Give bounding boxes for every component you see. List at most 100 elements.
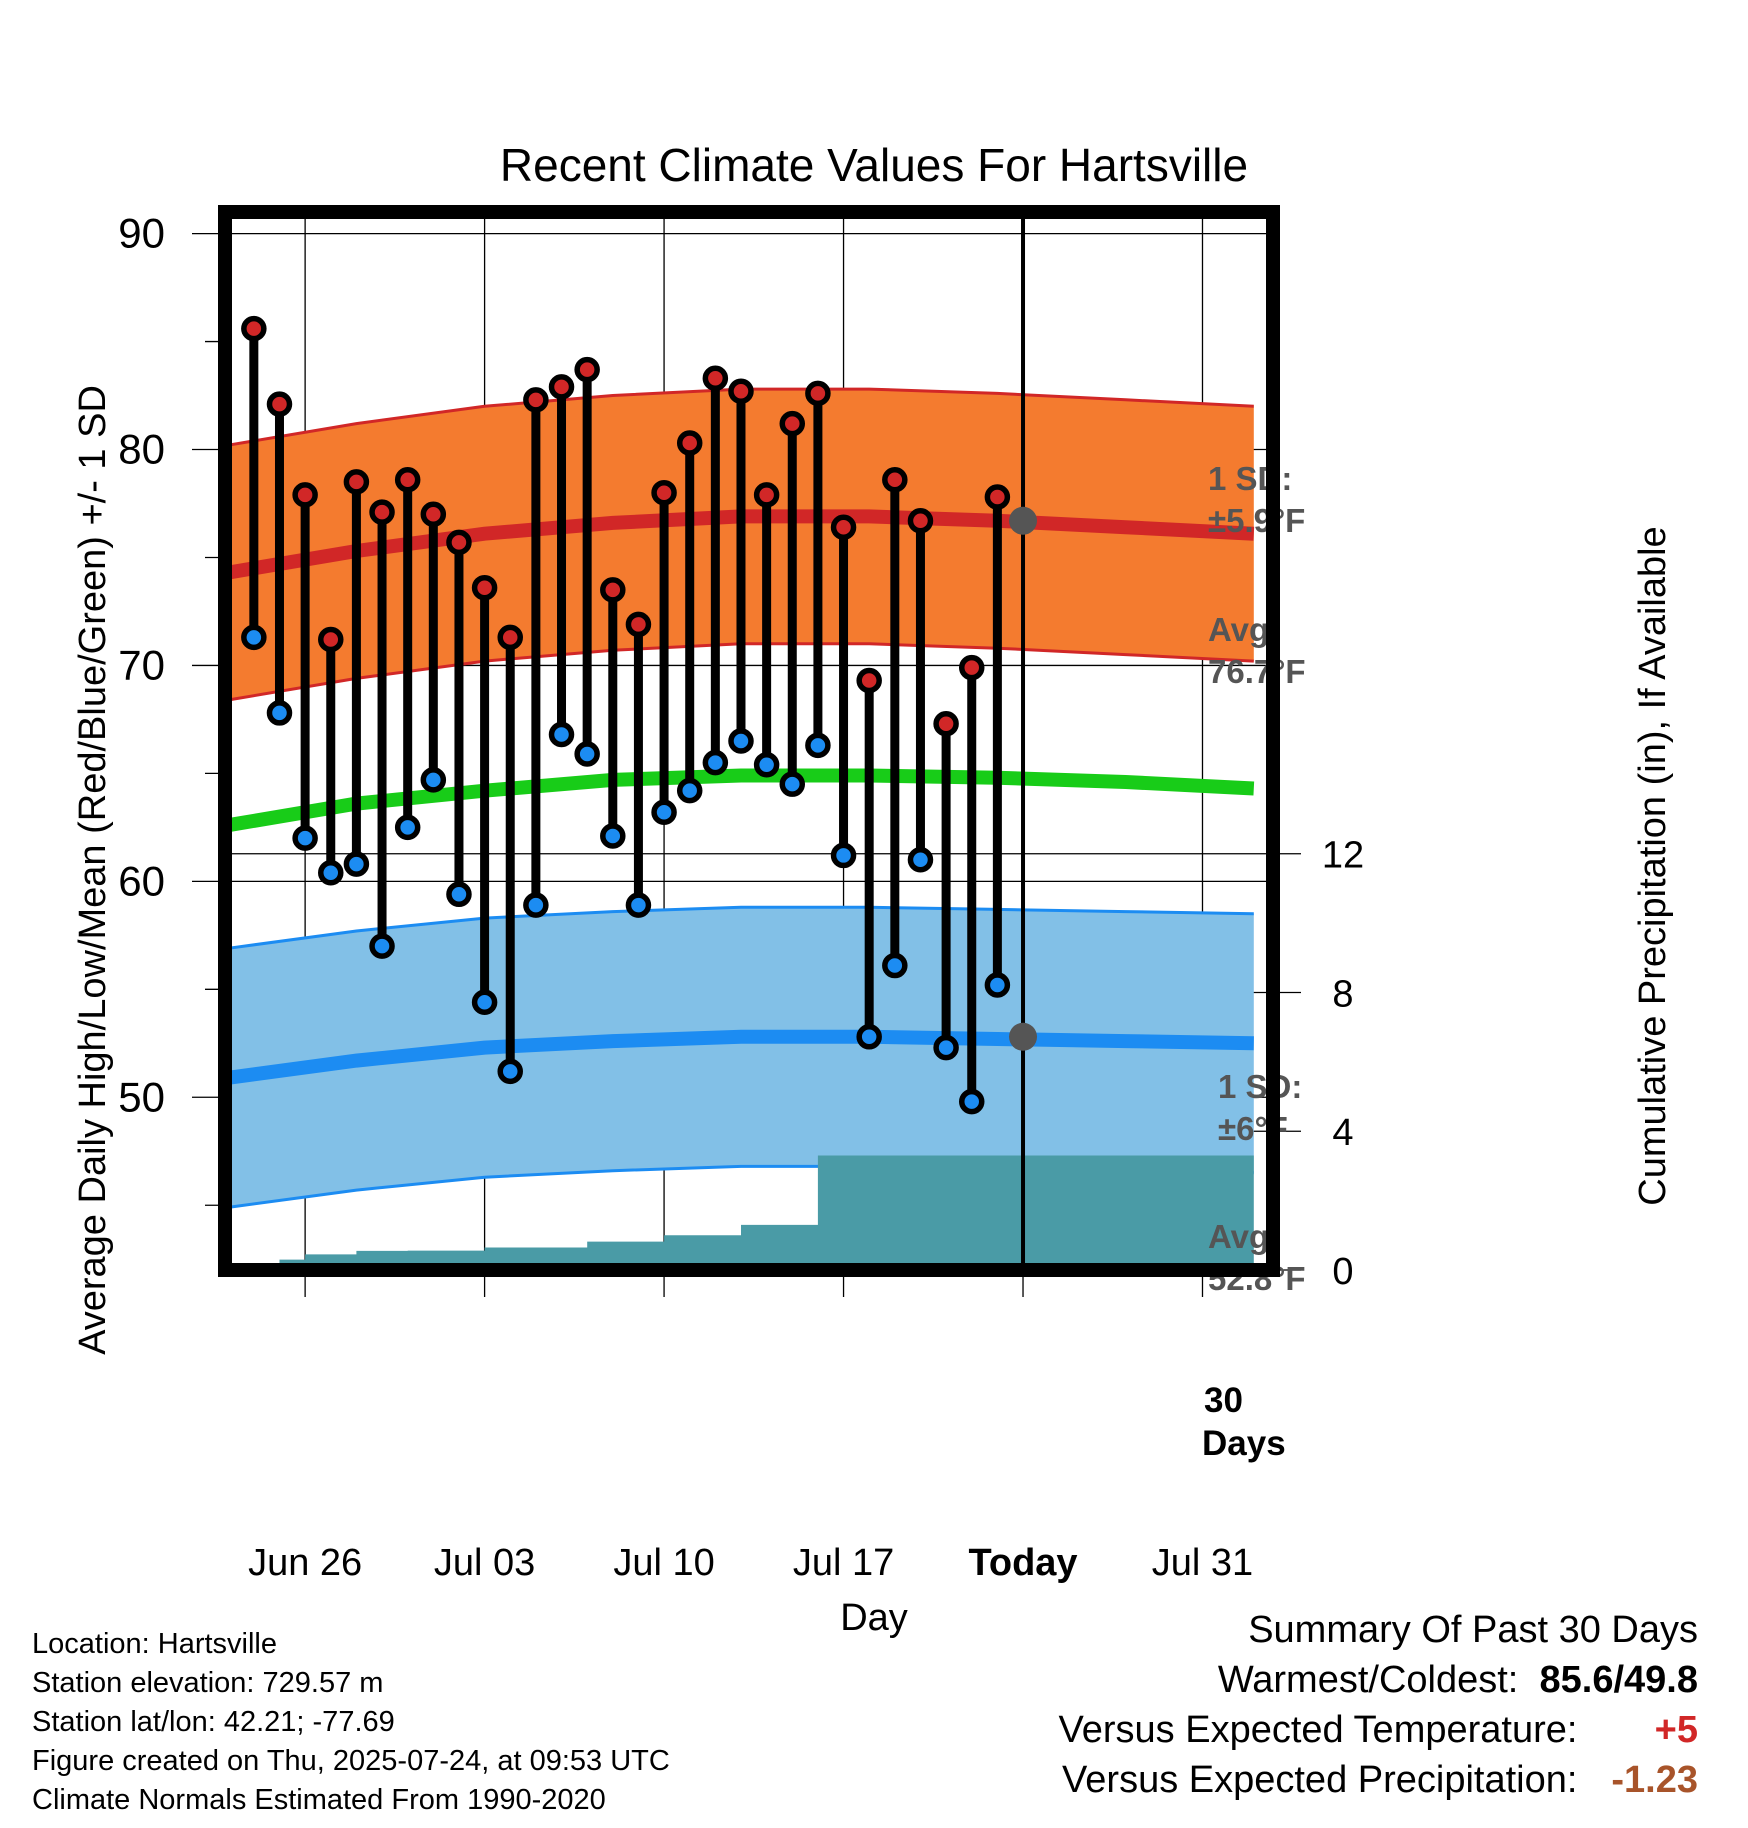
y2-tick-label: 4 [1332, 1112, 1353, 1154]
today-low-normal-marker [1009, 1022, 1038, 1051]
y-tick-label: 80 [118, 426, 165, 473]
normal-mean-line [227, 768, 1255, 833]
daily-high-point [241, 315, 267, 342]
daily-low-point [907, 847, 934, 873]
daily-high-point [830, 514, 857, 540]
daily-low-point [702, 749, 729, 776]
daily-low-point [651, 799, 677, 826]
daily-low-point [318, 859, 344, 886]
elevation-text: Station elevation: 729.57 m [32, 1667, 384, 1699]
daily-high-point [420, 501, 447, 528]
daily-low-point [882, 952, 908, 979]
daily-high-point [625, 611, 652, 638]
daily-low-point [574, 741, 600, 767]
daily-low-point [292, 825, 318, 851]
daily-low-point [676, 777, 703, 804]
daily-high-point [318, 626, 344, 653]
x-tick-label: Today [968, 1542, 1077, 1584]
daily-low-point [241, 624, 267, 651]
today-high-normal-marker [1009, 506, 1038, 535]
days-count-label: 30 [1204, 1381, 1243, 1420]
warmest-value: 85.6 [1539, 1659, 1614, 1701]
summary-panel: Summary Of Past 30 Days Warmest/Coldest:… [1059, 1605, 1698, 1805]
daily-high-point [292, 482, 318, 508]
low-sd-label: 1 SD: [1218, 1068, 1302, 1105]
y2-tick-label: 8 [1332, 973, 1353, 1015]
latlon-text: Station lat/lon: 42.21; -77.69 [32, 1706, 395, 1738]
y-tick-label: 90 [118, 210, 165, 257]
daily-high-point [753, 482, 780, 508]
daily-high-point [471, 574, 498, 601]
daily-high-point [600, 577, 626, 603]
daily-high-point [984, 484, 1011, 510]
high-avg-value: 76.7°F [1208, 653, 1306, 690]
daily-high-point [266, 391, 293, 417]
daily-high-point [958, 654, 985, 681]
y-tick-label: 60 [118, 857, 165, 904]
daily-high-point [446, 529, 472, 556]
daily-high-point [882, 466, 908, 493]
x-tick-label: Jul 10 [613, 1542, 714, 1584]
warmest-coldest-separator: / [1613, 1659, 1625, 1701]
daily-low-point [266, 700, 293, 726]
daily-low-point [600, 823, 626, 849]
axes: 50 60 70 80 90 0 4 8 12 Jun 26 Jul 03 Jul 10 Jul 17 T… [72, 205, 1674, 1639]
daily-high-point [933, 710, 959, 737]
daily-range-bars [241, 315, 1011, 1115]
temp-departure-label: Versus Expected Temperature: [1058, 1709, 1578, 1751]
daily-low-point [984, 972, 1011, 998]
temp-departure-value: +5 [1654, 1709, 1698, 1751]
daily-low-point [856, 1024, 882, 1050]
daily-high-point [805, 380, 831, 407]
daily-high-point [523, 387, 549, 413]
summary-heading: Summary Of Past 30 Days [1248, 1609, 1698, 1651]
precip-departure-row: Versus Expected Precipitation: -1.23 [1059, 1755, 1698, 1805]
x-tick-label: Jul 03 [434, 1542, 535, 1584]
high-sd-value: ±5.9°F [1208, 502, 1305, 539]
warmest-coldest-row: Warmest/Coldest: 85.6/49.8 [1059, 1655, 1698, 1705]
daily-high-point [702, 365, 729, 392]
location-text: Location: Hartsville [32, 1628, 277, 1660]
coldest-value: 49.8 [1624, 1659, 1698, 1701]
y-tick-label: 70 [118, 641, 165, 688]
y2-tick-label: 12 [1322, 835, 1364, 877]
daily-low-point [728, 728, 754, 754]
daily-high-point [856, 667, 882, 694]
normals-text: Climate Normals Estimated From 1990-2020 [32, 1784, 606, 1816]
y2-axis-label: Cumulative Precipitation (in), If Availa… [1632, 526, 1674, 1205]
daily-low-point [548, 721, 575, 748]
y-axis-label: Average Daily High/Low/Mean (Red/Blue/Gr… [72, 385, 114, 1355]
x-axis-label: Day [840, 1597, 908, 1639]
daily-low-point [958, 1088, 985, 1115]
today-marker [1009, 212, 1038, 1270]
cumulative-precip-area [253, 1155, 1254, 1270]
daily-low-point [753, 752, 780, 778]
daily-low-point [625, 892, 652, 918]
daily-high-point [728, 378, 754, 404]
plot-frame [218, 205, 1280, 1277]
precip-departure-label: Versus Expected Precipitation: [1062, 1759, 1578, 1801]
x-tick-label: Jul 31 [1152, 1542, 1253, 1584]
daily-low-point [394, 814, 421, 841]
warmest-coldest-label: Warmest/Coldest: [1217, 1659, 1519, 1701]
daily-low-point [805, 732, 831, 759]
daily-low-point [830, 842, 857, 869]
daily-high-point [548, 374, 575, 400]
x-tick-label: Jun 26 [248, 1542, 362, 1584]
daily-high-point [676, 430, 703, 456]
precip-departure-value: -1.23 [1611, 1759, 1698, 1801]
daily-low-point [369, 933, 395, 959]
x-tick-label: Jul 17 [793, 1542, 894, 1584]
daily-low-point [779, 771, 806, 797]
days-word-label: Days [1202, 1424, 1286, 1463]
station-info: Location: Hartsville Station elevation: … [32, 1625, 670, 1820]
daily-low-point [343, 851, 370, 877]
daily-low-point [446, 881, 472, 908]
daily-low-point [471, 989, 498, 1016]
daily-low-point [933, 1034, 959, 1061]
daily-low-point [420, 767, 447, 793]
daily-high-point [779, 410, 806, 437]
daily-low-point [523, 892, 549, 918]
chart-title: Recent Climate Values For Hartsville [499, 139, 1249, 191]
